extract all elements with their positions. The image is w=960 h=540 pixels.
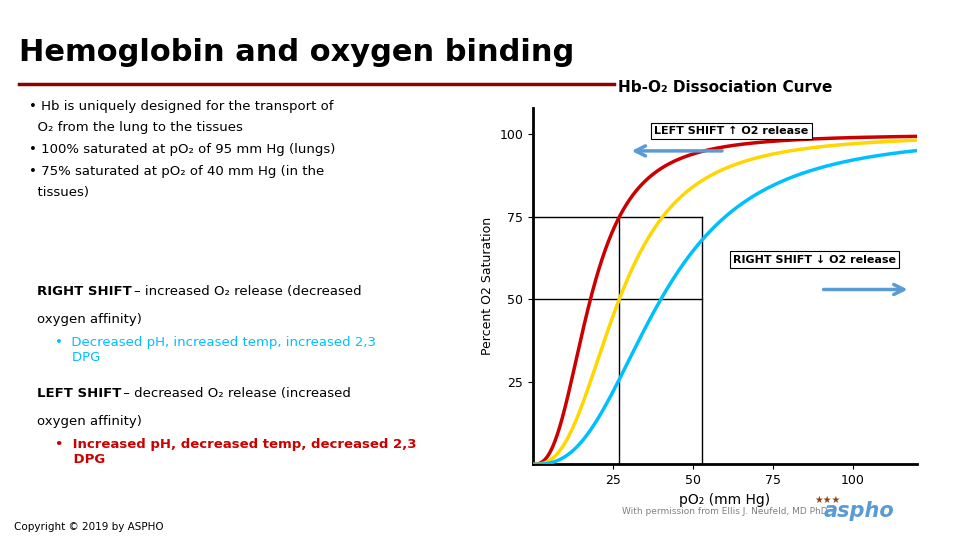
Text: Hb-O₂ Dissociation Curve: Hb-O₂ Dissociation Curve (617, 79, 832, 94)
Text: •  Decreased pH, increased temp, increased 2,3
    DPG: • Decreased pH, increased temp, increase… (55, 336, 375, 364)
Text: LEFT SHIFT ↑ O2 release: LEFT SHIFT ↑ O2 release (654, 126, 808, 136)
Text: RIGHT SHIFT ↓ O2 release: RIGHT SHIFT ↓ O2 release (732, 255, 896, 265)
Text: • Hb is uniquely designed for the transport of: • Hb is uniquely designed for the transp… (29, 100, 333, 113)
Text: tissues): tissues) (29, 186, 88, 199)
Text: • 100% saturated at pO₂ of 95 mm Hg (lungs): • 100% saturated at pO₂ of 95 mm Hg (lun… (29, 143, 335, 156)
Text: Hemoglobin and oxygen binding: Hemoglobin and oxygen binding (19, 38, 574, 67)
Text: – decreased O₂ release (increased: – decreased O₂ release (increased (119, 387, 350, 400)
X-axis label: pO₂ (mm Hg): pO₂ (mm Hg) (680, 492, 770, 507)
Text: oxygen affinity): oxygen affinity) (36, 313, 142, 326)
Text: Copyright © 2019 by ASPHO: Copyright © 2019 by ASPHO (14, 522, 164, 532)
Y-axis label: Percent O2 Saturation: Percent O2 Saturation (481, 217, 493, 355)
Text: O₂ from the lung to the tissues: O₂ from the lung to the tissues (29, 122, 243, 134)
Text: RIGHT SHIFT: RIGHT SHIFT (36, 285, 132, 298)
Text: ★★★: ★★★ (814, 495, 841, 505)
Text: • 75% saturated at pO₂ of 40 mm Hg (in the: • 75% saturated at pO₂ of 40 mm Hg (in t… (29, 165, 324, 178)
Text: aspho: aspho (824, 501, 895, 521)
Text: oxygen affinity): oxygen affinity) (36, 415, 142, 428)
Text: •  Increased pH, decreased temp, decreased 2,3
    DPG: • Increased pH, decreased temp, decrease… (55, 438, 416, 466)
Text: With permission from Ellis J. Neufeld, MD PhD: With permission from Ellis J. Neufeld, M… (622, 507, 828, 516)
Text: – increased O₂ release (decreased: – increased O₂ release (decreased (134, 285, 362, 298)
Text: LEFT SHIFT: LEFT SHIFT (36, 387, 121, 400)
